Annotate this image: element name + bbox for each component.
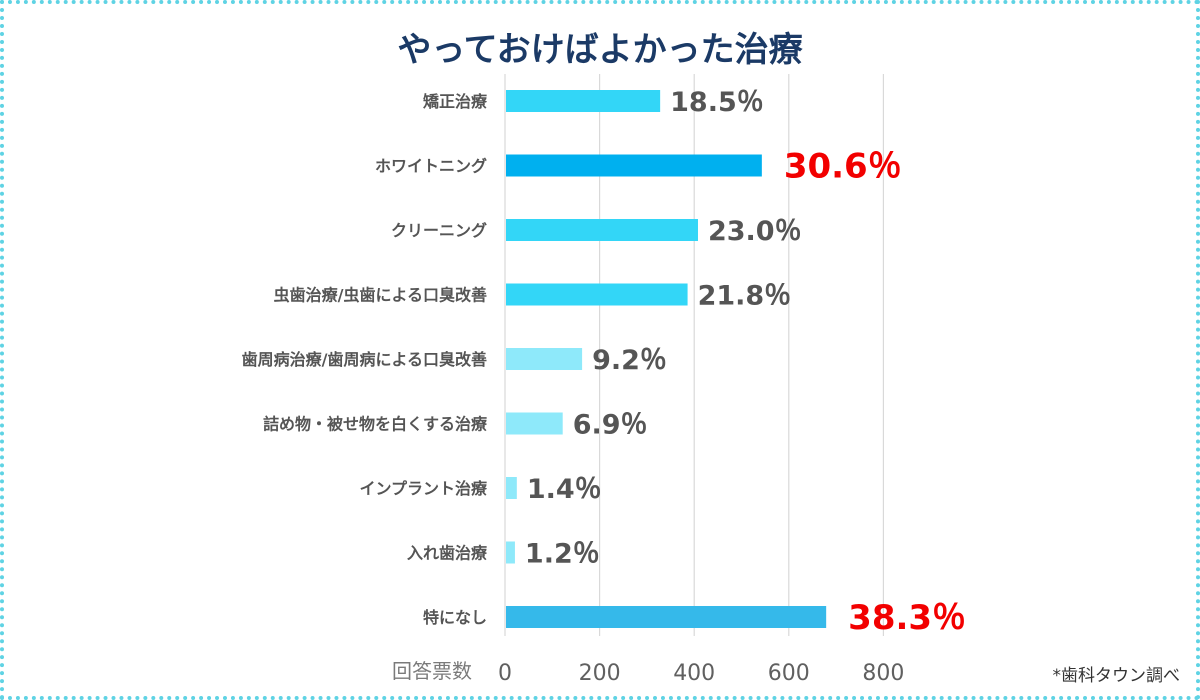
category-label: ホワイトニング bbox=[375, 157, 487, 176]
category-label: 特になし bbox=[423, 608, 487, 627]
data-label: 30.6％ bbox=[784, 147, 902, 187]
data-label: 1.4％ bbox=[527, 474, 602, 505]
bar bbox=[506, 90, 661, 112]
data-label: 21.8％ bbox=[698, 281, 792, 312]
bar bbox=[506, 477, 517, 499]
bar bbox=[506, 219, 698, 241]
bar bbox=[506, 348, 583, 370]
source-note: *歯科タウン調べ bbox=[1052, 666, 1181, 686]
category-label: 詰め物・被せ物を白くする治療 bbox=[263, 415, 488, 434]
x-tick-label: 600 bbox=[768, 661, 810, 686]
category-label: インプラント治療 bbox=[359, 479, 488, 498]
category-label: 虫歯治療/虫歯による口臭改善 bbox=[274, 286, 487, 305]
bar bbox=[506, 412, 563, 435]
value-labels: 18.5％ 30.6％ 23.0％ 21.8％ 9.2％ 6.9％ 1.4％ 1.2％ 38.3… bbox=[525, 87, 966, 638]
data-label: 38.3％ bbox=[848, 598, 966, 638]
x-tick-label: 800 bbox=[862, 661, 904, 686]
category-label: 矯正治療 bbox=[422, 92, 488, 111]
data-label: 23.0％ bbox=[708, 216, 802, 247]
bar bbox=[506, 541, 515, 564]
x-axis-title: 回答票数 bbox=[392, 659, 472, 683]
x-axis-ticks: 0 200 400 600 800 bbox=[498, 661, 904, 686]
x-tick-label: 0 bbox=[498, 661, 512, 686]
bar bbox=[506, 606, 827, 628]
category-labels: 矯正治療ホワイトニングクリーニング虫歯治療/虫歯による口臭改善歯周病治療/歯周病… bbox=[242, 92, 488, 627]
data-label: 1.2％ bbox=[525, 539, 600, 570]
x-tick-label: 400 bbox=[673, 661, 715, 686]
data-label: 18.5％ bbox=[670, 87, 764, 118]
bars bbox=[506, 90, 827, 628]
category-label: 歯周病治療/歯周病による口臭改善 bbox=[242, 350, 487, 369]
category-label: クリーニング bbox=[391, 221, 487, 240]
bar-chart: 矯正治療ホワイトニングクリーニング虫歯治療/虫歯による口臭改善歯周病治療/歯周病… bbox=[242, 74, 966, 686]
bar bbox=[506, 154, 762, 177]
category-label: 入れ歯治療 bbox=[407, 544, 488, 563]
chart-title: やっておけばよかった治療 bbox=[397, 30, 803, 70]
bar bbox=[506, 283, 688, 306]
x-tick-label: 200 bbox=[579, 661, 621, 686]
data-label: 6.9％ bbox=[573, 410, 648, 441]
data-label: 9.2％ bbox=[592, 345, 667, 376]
